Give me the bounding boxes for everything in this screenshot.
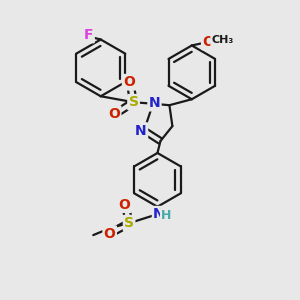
Text: O: O: [104, 226, 116, 241]
Text: O: O: [123, 75, 135, 89]
Text: O: O: [108, 106, 120, 121]
Text: CH₃: CH₃: [212, 35, 234, 45]
Text: S: S: [124, 216, 134, 230]
Text: O: O: [119, 198, 130, 212]
Text: N: N: [149, 96, 160, 110]
Text: S: S: [129, 95, 139, 109]
Text: N: N: [135, 124, 147, 138]
Text: O: O: [202, 35, 214, 49]
Text: H: H: [161, 209, 172, 222]
Text: F: F: [84, 28, 94, 42]
Text: N: N: [153, 207, 165, 221]
